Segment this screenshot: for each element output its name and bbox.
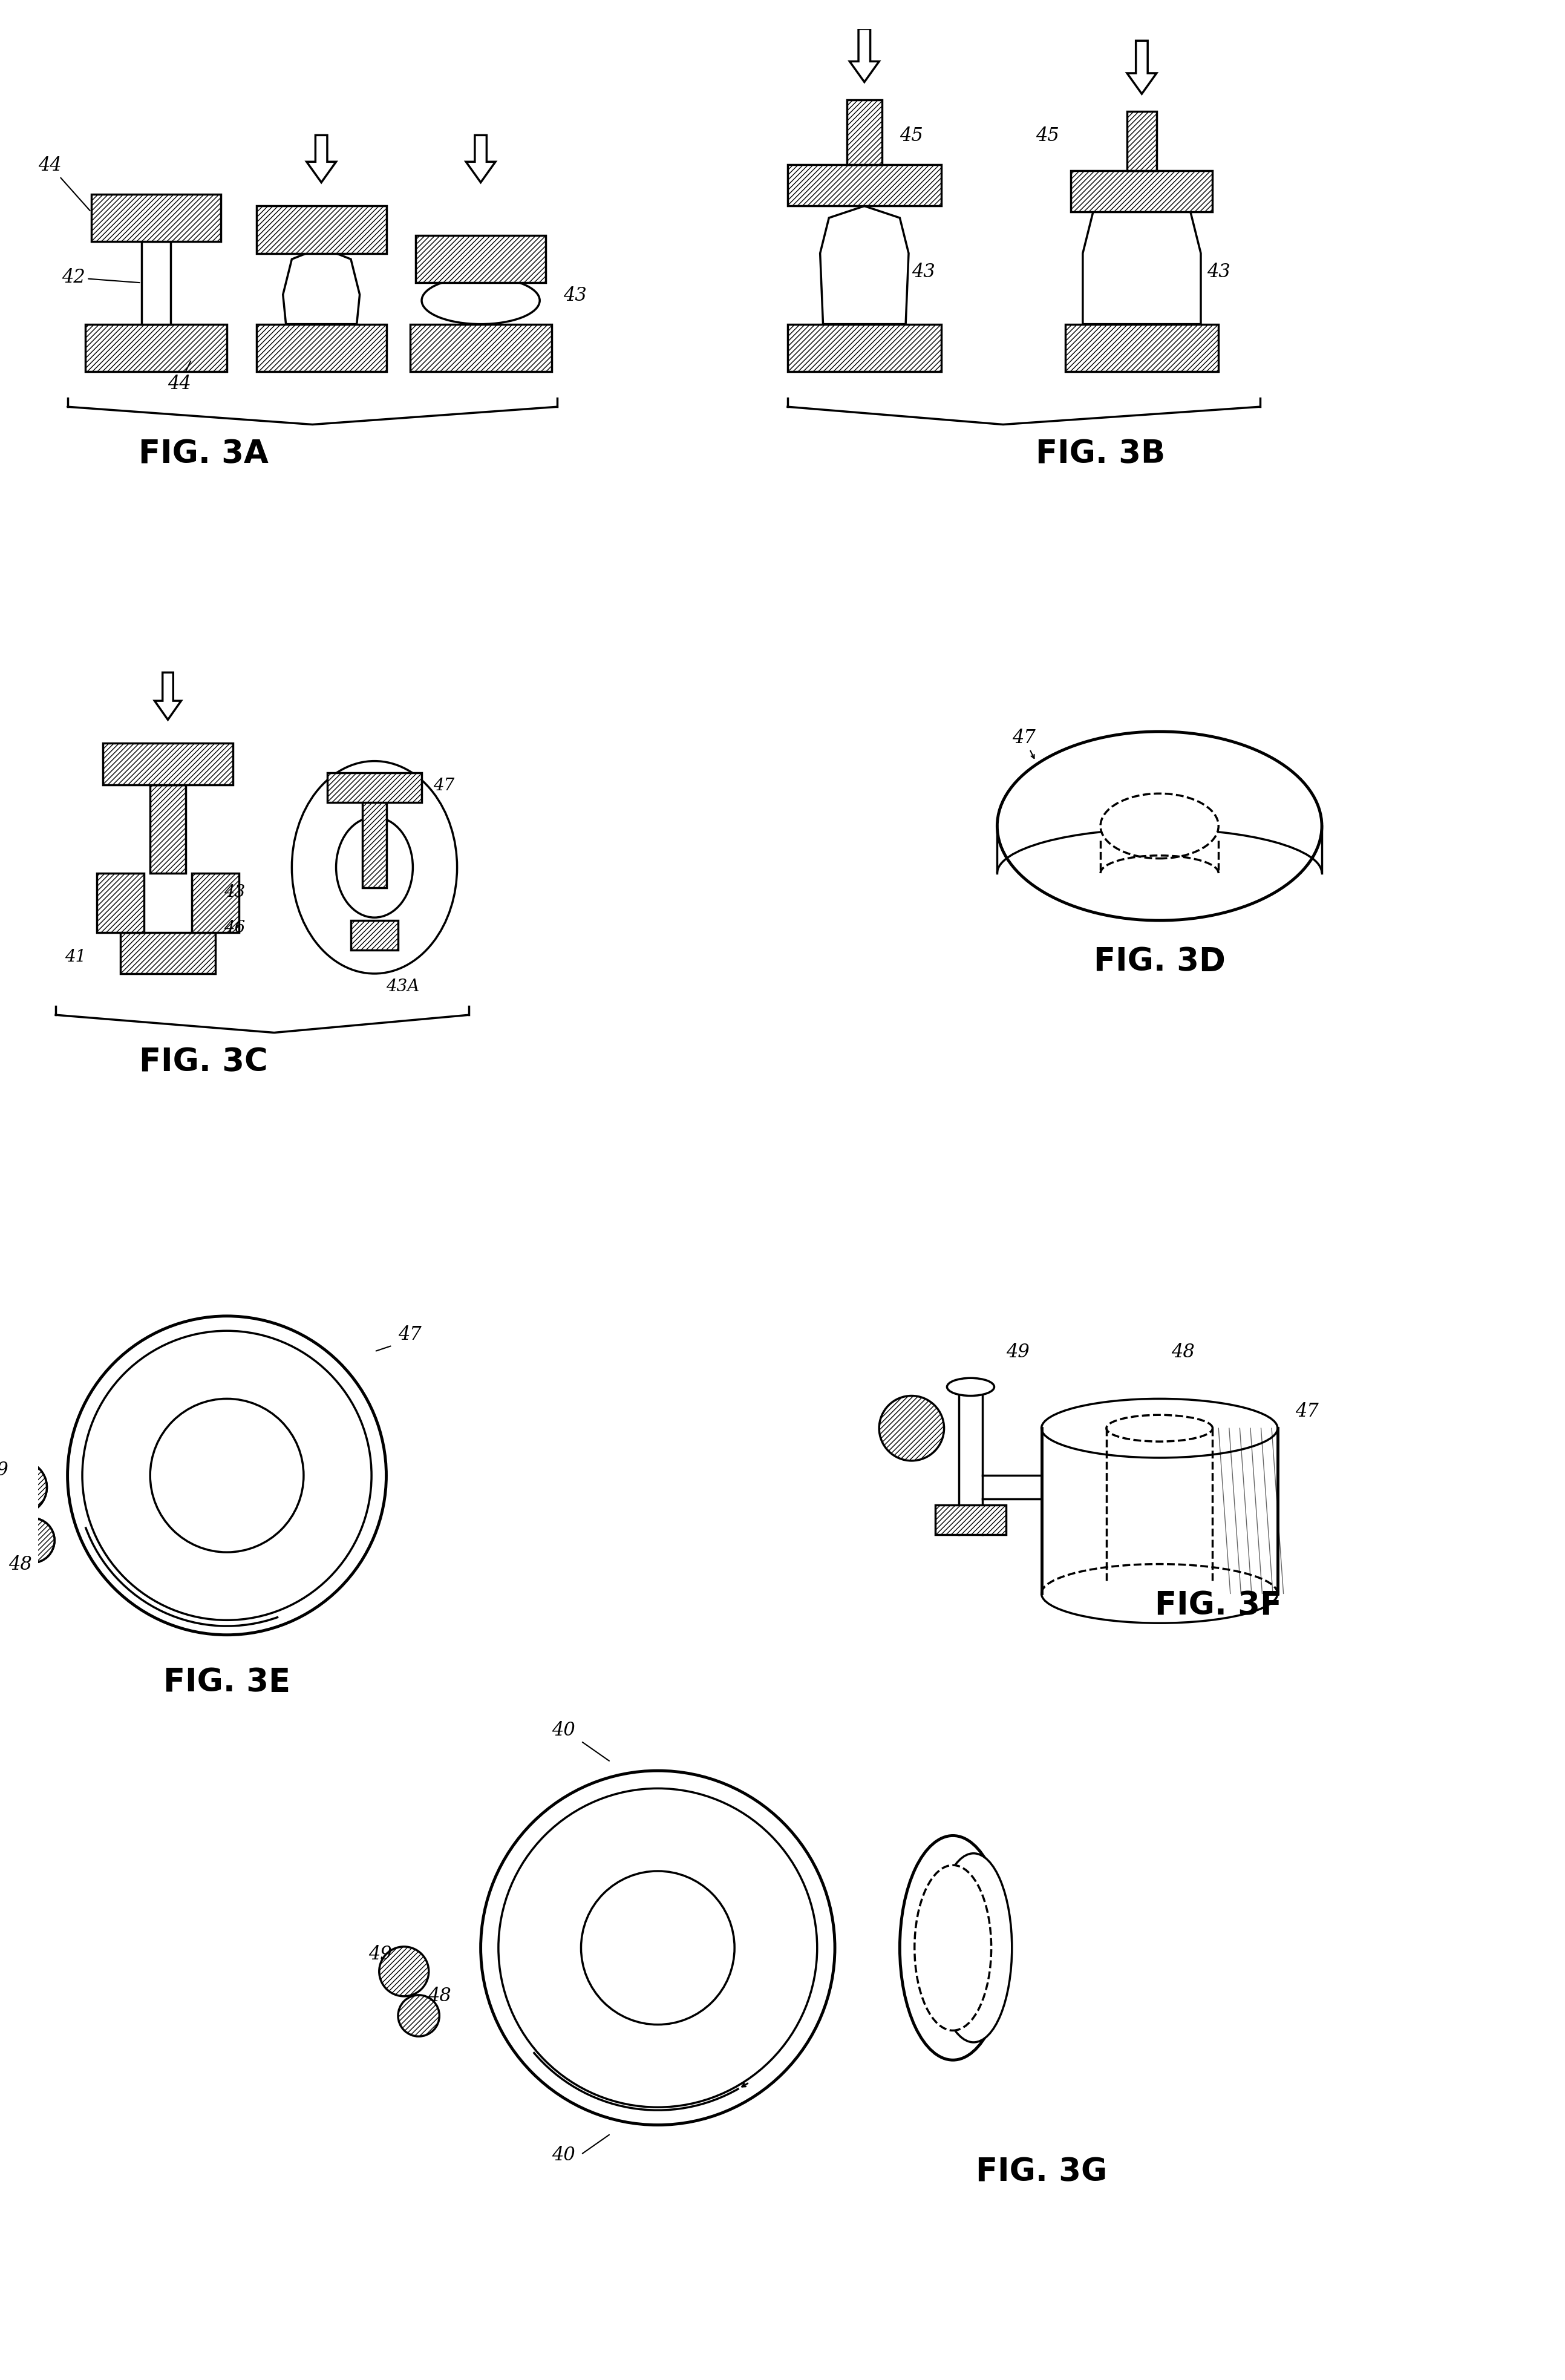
Text: 48: 48 xyxy=(427,1987,451,2006)
Circle shape xyxy=(398,1994,440,2037)
Bar xyxy=(141,240,171,324)
Bar xyxy=(103,743,233,785)
Ellipse shape xyxy=(947,1378,994,1395)
Text: FIG. 3D: FIG. 3D xyxy=(1094,947,1225,978)
Text: FIG. 3B: FIG. 3B xyxy=(1036,438,1166,469)
Bar xyxy=(1127,112,1157,171)
Polygon shape xyxy=(283,248,360,324)
Text: 47: 47 xyxy=(434,778,455,795)
Circle shape xyxy=(0,1461,47,1514)
Bar xyxy=(150,785,186,873)
Text: FIG. 3G: FIG. 3G xyxy=(975,2156,1106,2187)
Text: 49: 49 xyxy=(0,1461,8,1480)
Bar xyxy=(91,195,221,240)
Bar xyxy=(327,774,421,802)
Text: 47: 47 xyxy=(1296,1402,1319,1421)
Ellipse shape xyxy=(421,276,540,324)
Bar xyxy=(416,236,546,283)
Bar xyxy=(121,933,214,973)
Circle shape xyxy=(67,1316,387,1635)
Text: 43: 43 xyxy=(911,262,934,281)
Circle shape xyxy=(480,1771,834,2125)
Bar xyxy=(1070,171,1213,212)
Text: FIG. 3F: FIG. 3F xyxy=(1155,1590,1282,1621)
Ellipse shape xyxy=(997,731,1322,921)
Polygon shape xyxy=(155,674,182,719)
Bar xyxy=(787,164,941,207)
Text: 41: 41 xyxy=(64,950,86,966)
Ellipse shape xyxy=(291,762,457,973)
Ellipse shape xyxy=(914,1866,991,2030)
Circle shape xyxy=(0,1461,47,1514)
Ellipse shape xyxy=(900,1835,1006,2061)
Circle shape xyxy=(83,1330,371,1621)
Text: 48: 48 xyxy=(1171,1342,1194,1361)
Text: 49: 49 xyxy=(368,1944,391,1963)
Polygon shape xyxy=(850,29,880,81)
Bar xyxy=(787,324,941,371)
Text: 43: 43 xyxy=(563,286,587,305)
Ellipse shape xyxy=(936,1854,1013,2042)
Bar xyxy=(257,324,387,371)
Text: 43A: 43A xyxy=(387,978,419,995)
Text: 44: 44 xyxy=(167,362,191,393)
Text: 47: 47 xyxy=(1013,728,1036,747)
Text: 48: 48 xyxy=(8,1557,31,1573)
Polygon shape xyxy=(1127,40,1157,93)
Bar xyxy=(191,873,239,933)
Text: 44: 44 xyxy=(38,157,91,212)
Bar xyxy=(363,800,387,888)
Bar xyxy=(85,324,227,371)
Circle shape xyxy=(880,1395,944,1461)
Text: 45: 45 xyxy=(900,126,923,145)
Polygon shape xyxy=(307,136,336,183)
Bar xyxy=(847,100,883,164)
Circle shape xyxy=(379,1947,429,1997)
Text: 40: 40 xyxy=(551,2147,574,2166)
Bar xyxy=(410,324,551,371)
Text: 40: 40 xyxy=(551,1721,574,1740)
Circle shape xyxy=(9,1518,55,1564)
Text: 43: 43 xyxy=(224,883,246,900)
Bar xyxy=(97,873,144,933)
Text: FIG. 3C: FIG. 3C xyxy=(139,1047,268,1078)
Circle shape xyxy=(9,1518,55,1564)
Bar xyxy=(936,1504,1006,1535)
Circle shape xyxy=(498,1787,817,2106)
Circle shape xyxy=(150,1399,304,1552)
Text: 43: 43 xyxy=(1207,262,1230,281)
Text: 49: 49 xyxy=(1006,1342,1030,1361)
Polygon shape xyxy=(1083,188,1200,324)
Bar xyxy=(1066,324,1219,371)
Text: FIG. 3A: FIG. 3A xyxy=(138,438,268,469)
Bar xyxy=(351,921,398,950)
Ellipse shape xyxy=(336,816,413,919)
Ellipse shape xyxy=(1100,793,1219,859)
Text: FIG. 3E: FIG. 3E xyxy=(163,1666,291,1697)
Polygon shape xyxy=(820,207,909,324)
Bar xyxy=(257,207,387,252)
Text: 45: 45 xyxy=(1036,126,1060,145)
Text: 47: 47 xyxy=(398,1326,421,1345)
Polygon shape xyxy=(466,136,496,183)
Circle shape xyxy=(581,1871,734,2025)
Text: 42: 42 xyxy=(61,269,139,288)
Text: 46: 46 xyxy=(224,919,246,935)
